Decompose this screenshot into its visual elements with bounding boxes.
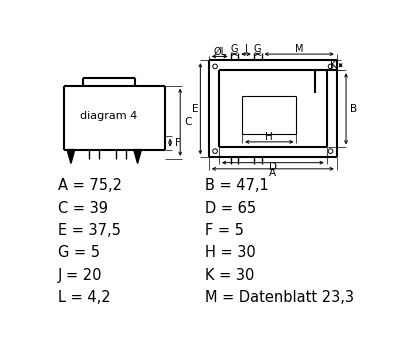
- Text: L = 4,2: L = 4,2: [58, 290, 110, 305]
- Text: M = Datenblatt 23,3: M = Datenblatt 23,3: [205, 290, 354, 305]
- Text: B: B: [350, 104, 357, 114]
- Text: D = 65: D = 65: [205, 201, 256, 216]
- Text: ØL: ØL: [213, 47, 226, 57]
- Text: F: F: [175, 138, 181, 148]
- Text: F = 5: F = 5: [205, 223, 244, 238]
- Text: G: G: [231, 44, 238, 55]
- Text: K = 30: K = 30: [205, 268, 254, 283]
- Text: M: M: [295, 44, 304, 55]
- Text: K: K: [330, 60, 337, 70]
- Text: H: H: [266, 132, 273, 142]
- Text: E: E: [192, 104, 199, 114]
- Text: C: C: [185, 117, 192, 127]
- Text: E = 37,5: E = 37,5: [58, 223, 121, 238]
- Text: D: D: [269, 162, 277, 172]
- Polygon shape: [67, 149, 75, 164]
- Text: A = 75,2: A = 75,2: [58, 178, 122, 193]
- Text: A: A: [269, 169, 276, 178]
- Text: diagram 4: diagram 4: [80, 112, 137, 121]
- Text: G = 5: G = 5: [58, 245, 100, 260]
- Text: J = 20: J = 20: [58, 268, 102, 283]
- Polygon shape: [134, 149, 142, 164]
- Text: G: G: [254, 44, 262, 55]
- Text: J: J: [245, 44, 248, 55]
- Text: H = 30: H = 30: [205, 245, 256, 260]
- Text: B = 47,1: B = 47,1: [205, 178, 269, 193]
- Text: C = 39: C = 39: [58, 201, 108, 216]
